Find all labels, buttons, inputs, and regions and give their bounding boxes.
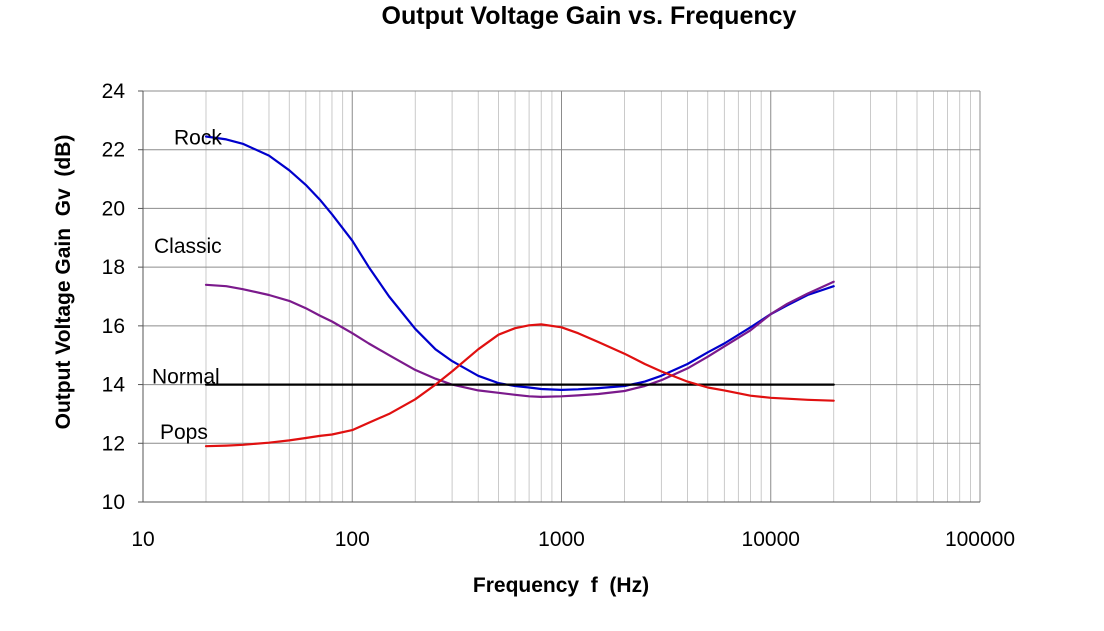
series-line-pops — [204, 323, 835, 448]
series-labels: Rock Classic Normal Pops — [152, 127, 222, 445]
y-tick-label: 18 — [102, 256, 125, 279]
series-line-rock — [204, 135, 835, 391]
x-tick-label: 10 — [131, 528, 154, 551]
series-lines — [204, 135, 835, 448]
series-label-classic: Classic — [154, 235, 222, 258]
series-label-normal: Normal — [152, 366, 220, 389]
y-tick-label: 14 — [102, 374, 126, 397]
chart-title: Output Voltage Gain vs. Frequency — [382, 2, 797, 30]
y-tick-label: 22 — [102, 139, 125, 162]
x-tick-labels: 10 100 1000 10000 100000 — [131, 528, 1015, 551]
series-label-pops: Pops — [160, 421, 208, 444]
x-axis-title: Frequency f (Hz) — [473, 574, 649, 597]
x-tick-label: 1000 — [538, 528, 585, 551]
y-tick-labels: 10 12 14 16 18 20 22 24 — [102, 80, 126, 514]
series-line-classic — [204, 280, 835, 398]
y-tick-label: 16 — [102, 315, 125, 338]
series-label-rock: Rock — [174, 127, 222, 150]
y-axis-title: Output Voltage Gain Gv (dB) — [52, 135, 75, 430]
y-tick-label: 10 — [102, 491, 125, 514]
y-tick-label: 12 — [102, 432, 125, 455]
x-tick-label: 100000 — [945, 528, 1015, 551]
x-tick-label: 100 — [335, 528, 370, 551]
plot-grid — [138, 90, 981, 503]
y-tick-label: 24 — [102, 80, 126, 103]
x-tick-label: 10000 — [742, 528, 800, 551]
y-tick-label: 20 — [102, 197, 125, 220]
